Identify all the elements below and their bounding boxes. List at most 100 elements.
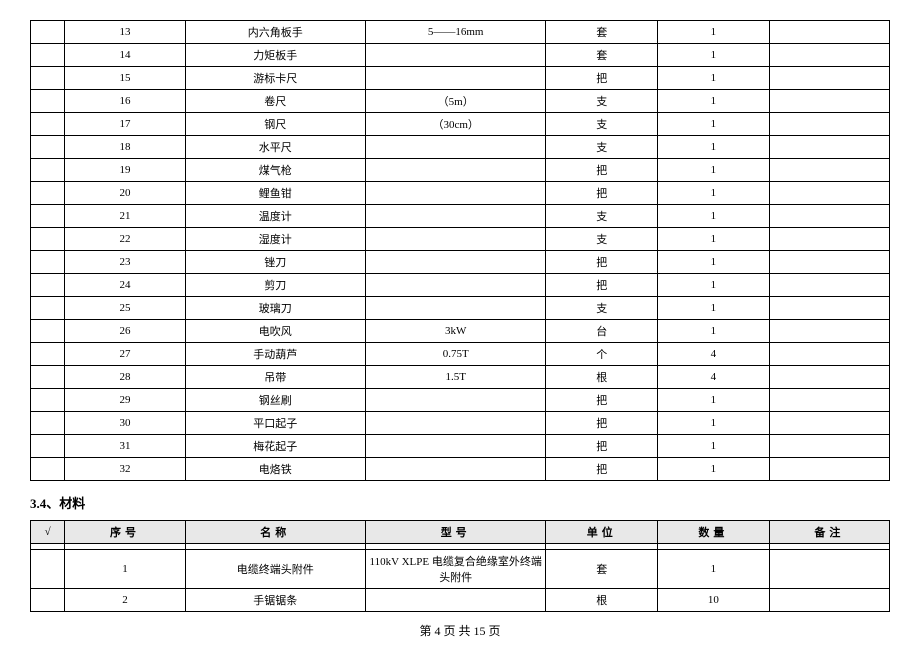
table-row: 27手动葫芦0.75T个4 — [31, 343, 890, 366]
cell-check — [31, 21, 65, 44]
cell-seq: 18 — [65, 136, 185, 159]
cell-check — [31, 550, 65, 589]
cell-seq: 20 — [65, 182, 185, 205]
page-footer: 第 4 页 共 15 页 — [30, 622, 890, 639]
cell-unit: 支 — [546, 297, 658, 320]
header-check: √ — [31, 521, 65, 544]
cell-note — [769, 228, 889, 251]
cell-unit: 套 — [546, 44, 658, 67]
cell-note — [769, 550, 889, 589]
table-row: 31梅花起子把1 — [31, 435, 890, 458]
cell-unit: 套 — [546, 550, 658, 589]
cell-model: （30cm） — [366, 113, 546, 136]
cell-note — [769, 366, 889, 389]
cell-seq: 32 — [65, 458, 185, 481]
cell-unit: 把 — [546, 274, 658, 297]
header-name: 名称 — [185, 521, 365, 544]
cell-qty: 1 — [658, 159, 770, 182]
cell-note — [769, 412, 889, 435]
cell-model — [366, 228, 546, 251]
cell-qty: 1 — [658, 251, 770, 274]
cell-unit: 把 — [546, 251, 658, 274]
cell-check — [31, 274, 65, 297]
header-note: 备注 — [769, 521, 889, 544]
cell-qty: 4 — [658, 366, 770, 389]
cell-qty: 1 — [658, 90, 770, 113]
cell-model — [366, 159, 546, 182]
cell-seq: 15 — [65, 67, 185, 90]
cell-qty: 1 — [658, 136, 770, 159]
cell-name: 力矩板手 — [185, 44, 365, 67]
table-row: 29钢丝刷把1 — [31, 389, 890, 412]
cell-seq: 25 — [65, 297, 185, 320]
cell-note — [769, 274, 889, 297]
cell-qty: 10 — [658, 589, 770, 612]
header-unit: 单位 — [546, 521, 658, 544]
cell-unit: 支 — [546, 113, 658, 136]
cell-seq: 28 — [65, 366, 185, 389]
cell-name: 鲤鱼钳 — [185, 182, 365, 205]
table-row: 30平口起子把1 — [31, 412, 890, 435]
cell-check — [31, 320, 65, 343]
cell-note — [769, 136, 889, 159]
cell-note — [769, 113, 889, 136]
cell-qty: 1 — [658, 412, 770, 435]
cell-qty: 1 — [658, 297, 770, 320]
cell-unit: 把 — [546, 435, 658, 458]
cell-note — [769, 389, 889, 412]
cell-model — [366, 67, 546, 90]
cell-qty: 1 — [658, 205, 770, 228]
cell-seq: 17 — [65, 113, 185, 136]
header-model: 型号 — [366, 521, 546, 544]
cell-check — [31, 67, 65, 90]
cell-model: 3kW — [366, 320, 546, 343]
cell-name: 内六角板手 — [185, 21, 365, 44]
cell-check — [31, 136, 65, 159]
table-row: 24剪刀把1 — [31, 274, 890, 297]
cell-seq: 14 — [65, 44, 185, 67]
cell-model — [366, 205, 546, 228]
cell-seq: 1 — [65, 550, 185, 589]
cell-check — [31, 589, 65, 612]
cell-model — [366, 389, 546, 412]
cell-check — [31, 458, 65, 481]
cell-seq: 19 — [65, 159, 185, 182]
cell-qty: 1 — [658, 435, 770, 458]
cell-check — [31, 113, 65, 136]
cell-model — [366, 297, 546, 320]
cell-unit: 把 — [546, 182, 658, 205]
cell-note — [769, 343, 889, 366]
cell-name: 梅花起子 — [185, 435, 365, 458]
cell-qty: 1 — [658, 550, 770, 589]
cell-model — [366, 458, 546, 481]
cell-name: 钢尺 — [185, 113, 365, 136]
cell-name: 湿度计 — [185, 228, 365, 251]
cell-model — [366, 435, 546, 458]
table-row: 14力矩板手套1 — [31, 44, 890, 67]
cell-check — [31, 90, 65, 113]
cell-check — [31, 251, 65, 274]
cell-unit: 把 — [546, 412, 658, 435]
cell-unit: 把 — [546, 389, 658, 412]
cell-check — [31, 44, 65, 67]
table-row: 28吊带1.5T根4 — [31, 366, 890, 389]
cell-unit: 套 — [546, 21, 658, 44]
header-seq: 序号 — [65, 521, 185, 544]
cell-unit: 把 — [546, 67, 658, 90]
cell-check — [31, 159, 65, 182]
cell-name: 玻璃刀 — [185, 297, 365, 320]
cell-note — [769, 589, 889, 612]
cell-check — [31, 205, 65, 228]
tools-table: 13内六角板手5——16mm套114力矩板手套115游标卡尺把116卷尺（5m）… — [30, 20, 890, 481]
cell-name: 剪刀 — [185, 274, 365, 297]
cell-qty: 4 — [658, 343, 770, 366]
cell-name: 电缆终端头附件 — [185, 550, 365, 589]
cell-qty: 1 — [658, 182, 770, 205]
table-row: 20鲤鱼钳 把1 — [31, 182, 890, 205]
cell-check — [31, 435, 65, 458]
table-row: 32电烙铁把1 — [31, 458, 890, 481]
table-row: 17钢尺（30cm）支1 — [31, 113, 890, 136]
cell-check — [31, 343, 65, 366]
cell-check — [31, 182, 65, 205]
cell-note — [769, 159, 889, 182]
